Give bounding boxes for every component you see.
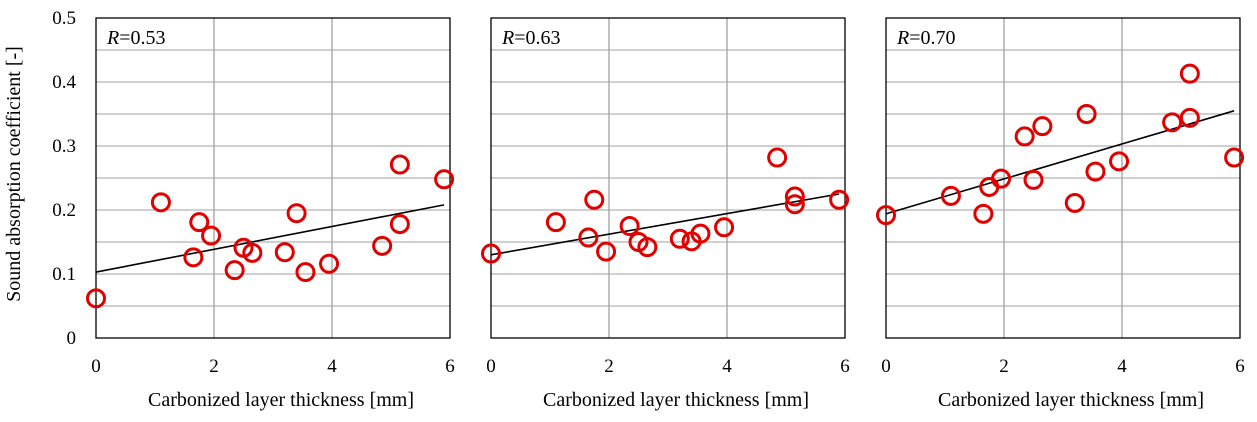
data-point [829, 189, 850, 210]
data-point [669, 228, 690, 249]
data-point [201, 225, 222, 246]
r-symbol: R [501, 27, 514, 49]
trend-line [490, 193, 840, 256]
data-point [1014, 126, 1035, 147]
data-point [319, 253, 340, 274]
r-value-annotation: R=0.63 [501, 27, 561, 49]
data-point [1076, 104, 1097, 124]
r-value: =0.63 [514, 27, 560, 49]
data-point [481, 243, 501, 264]
y-axis-label: Sound absorption coefficient [-] [3, 46, 25, 302]
data-point [784, 186, 805, 207]
data-point [224, 260, 245, 281]
data-point [584, 189, 605, 210]
x-tick-label: 2 [999, 356, 1009, 377]
data-point [690, 223, 711, 244]
data-point [973, 203, 994, 224]
plot-frame [490, 17, 846, 339]
data-point [784, 194, 805, 215]
data-point [940, 185, 961, 206]
data-point [86, 288, 106, 309]
x-tick-label: 4 [327, 356, 337, 377]
data-point [242, 242, 263, 263]
data-point [876, 205, 896, 226]
data-point [979, 176, 1000, 197]
data-point [1162, 112, 1183, 133]
y-tick-label: 0.2 [52, 200, 76, 221]
x-tick-label: 0 [881, 356, 891, 377]
data-point [1224, 147, 1245, 168]
x-axis-label: Carbonized layer thickness [mm] [938, 389, 1204, 411]
data-point [372, 235, 393, 256]
data-point [1064, 192, 1085, 213]
data-point [183, 247, 204, 268]
y-tick-label: 0 [67, 328, 77, 349]
data-point [991, 168, 1012, 189]
r-symbol: R [106, 27, 119, 49]
panel-2: 0 2 4 6 Carbonized layer thickness [mm] R=0.6… [481, 17, 850, 411]
x-tick-label: 0 [486, 356, 496, 377]
y-tick-label: 0.4 [52, 72, 76, 93]
data-point [1085, 161, 1106, 182]
x-tick-label: 2 [604, 356, 614, 377]
x-tick-label: 0 [91, 356, 101, 377]
x-tick-label: 4 [722, 356, 732, 377]
x-tick-label: 6 [840, 356, 850, 377]
data-point [150, 192, 171, 213]
data-point [578, 227, 599, 248]
data-point [434, 169, 455, 190]
data-point [1032, 116, 1053, 137]
plot-frame [95, 17, 451, 339]
data-point [1179, 63, 1200, 84]
r-value: =0.70 [909, 27, 955, 49]
r-value: =0.53 [119, 27, 165, 49]
data-point [637, 237, 658, 258]
r-value-annotation: R=0.70 [896, 27, 956, 49]
data-point [389, 154, 410, 175]
y-tick-label: 0.5 [52, 8, 76, 29]
data-point [714, 217, 735, 238]
data-point [1023, 169, 1044, 190]
panel-1: 0 2 4 6 0 0.1 0.2 0.3 0.4 0.5 Carbonized layer thi… [3, 8, 455, 411]
data-point [389, 214, 410, 235]
data-point [767, 147, 788, 168]
data-point [596, 241, 617, 262]
data-point [274, 242, 295, 263]
data-point [1109, 151, 1130, 172]
data-point [286, 203, 307, 224]
trend-line [885, 110, 1235, 215]
data-point [545, 212, 566, 233]
y-tick-label: 0.3 [52, 136, 76, 157]
data-point [619, 216, 640, 236]
x-axis-label: Carbonized layer thickness [mm] [543, 389, 809, 411]
x-tick-label: 2 [209, 356, 219, 377]
r-symbol: R [896, 27, 909, 49]
y-tick-label: 0.1 [52, 264, 76, 285]
data-point [1179, 107, 1200, 128]
trend-line [95, 204, 445, 273]
x-axis-label: Carbonized layer thickness [mm] [148, 389, 414, 411]
x-tick-label: 6 [1235, 356, 1245, 377]
plot-frame [885, 17, 1241, 339]
x-tick-label: 6 [445, 356, 455, 377]
data-point [189, 212, 210, 233]
x-tick-label: 4 [1117, 356, 1127, 377]
r-value-annotation: R=0.53 [106, 27, 166, 49]
data-point [295, 262, 316, 283]
panel-3: 0 2 4 6 Carbonized layer thickness [mm] R=0.7… [876, 17, 1245, 411]
